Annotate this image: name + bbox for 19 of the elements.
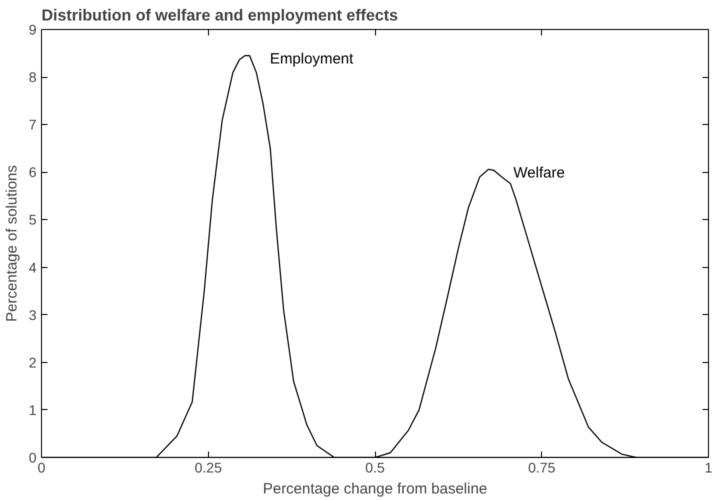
x-tick-label: 0.25	[194, 460, 222, 476]
x-tick-label: 1	[704, 460, 713, 476]
chart-title: Distribution of welfare and employment effects	[42, 8, 398, 24]
y-tick-label: 2	[28, 354, 37, 370]
y-tick-label: 8	[28, 69, 37, 86]
y-tick-label: 0	[28, 450, 37, 466]
y-tick-label: 9	[28, 22, 37, 38]
x-tick-label: 0.75	[528, 460, 556, 476]
y-tick-label: 5	[28, 212, 37, 228]
y-tick-label: 7	[28, 116, 37, 133]
y-tick-label: 1	[28, 402, 37, 418]
y-tick-label: 4	[28, 259, 37, 276]
y-axis-title: Percentage of solutions	[4, 165, 21, 322]
x-tick-label: 0.5	[365, 460, 385, 476]
x-axis-title: Percentage change from baseline	[262, 480, 488, 498]
series-label: Welfare	[513, 164, 565, 182]
y-tick-label: 3	[28, 306, 37, 323]
series-label: Employment	[270, 50, 354, 68]
y-tick-label: 6	[28, 164, 37, 180]
